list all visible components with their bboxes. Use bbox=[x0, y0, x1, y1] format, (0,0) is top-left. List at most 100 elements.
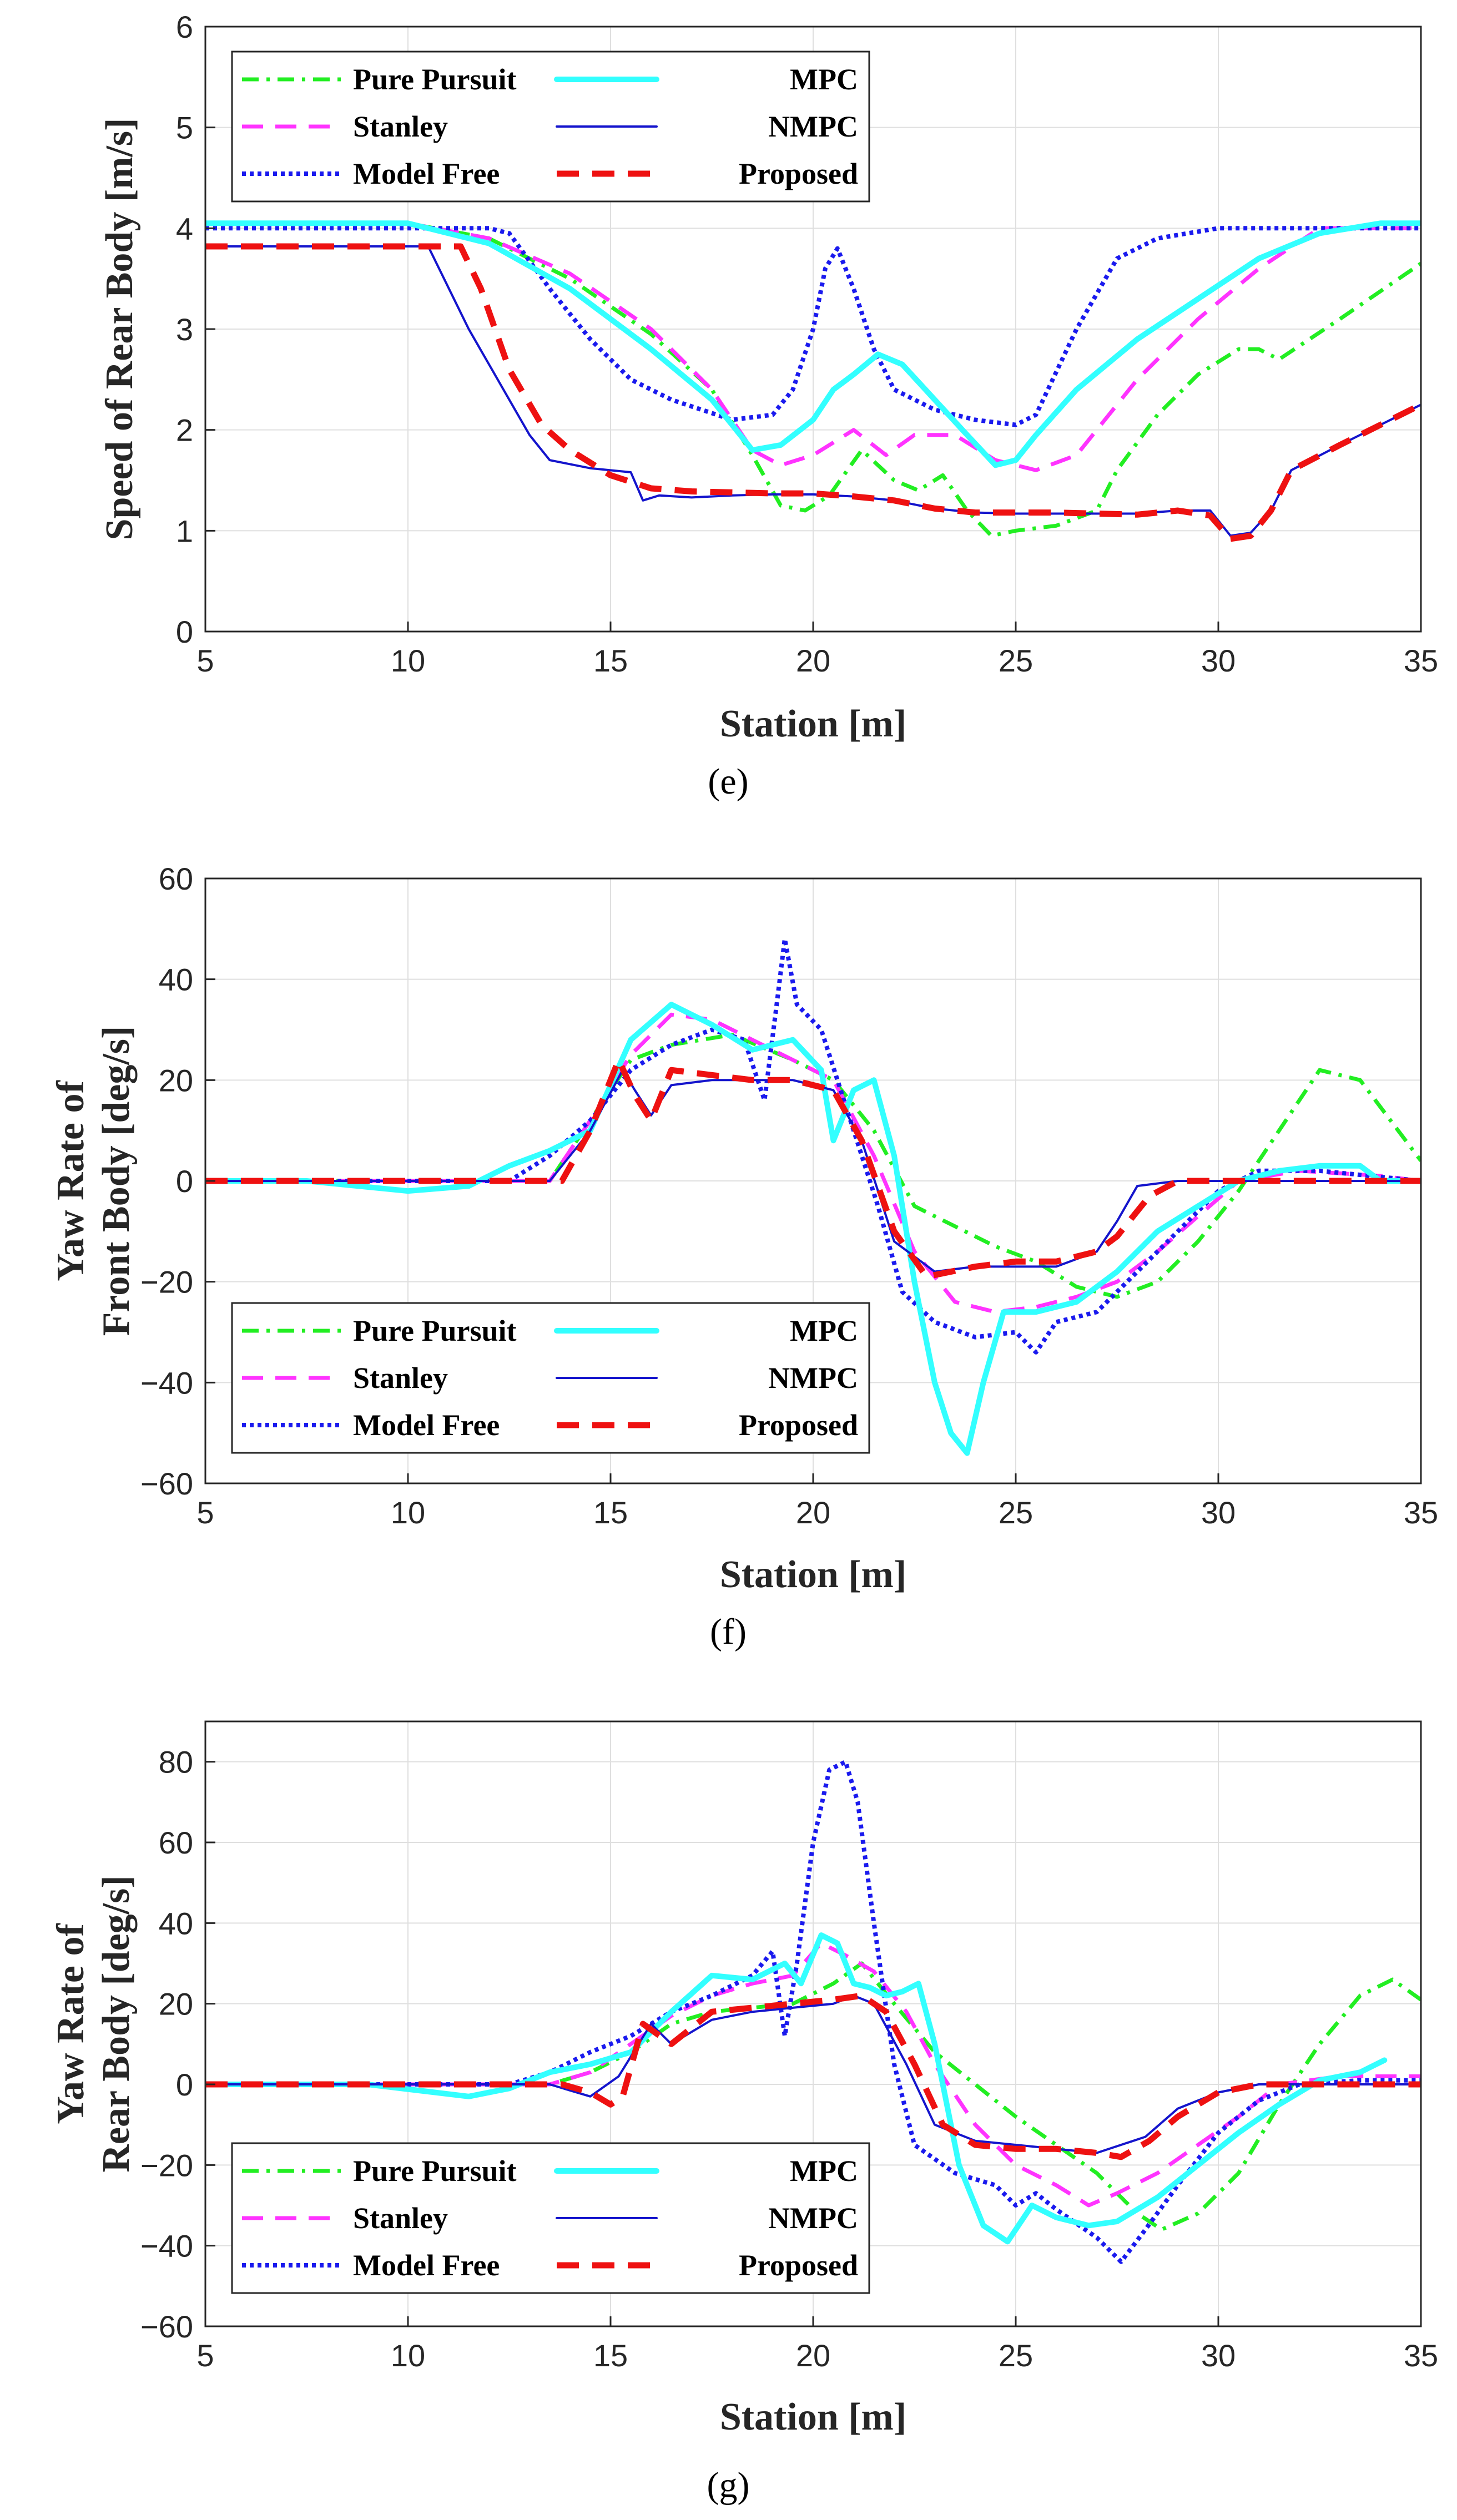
legend-label: Pure Pursuit bbox=[353, 1314, 517, 1347]
x-tick-label: 25 bbox=[999, 1495, 1033, 1530]
y-tick-label: −40 bbox=[140, 2229, 193, 2264]
panel-label-g: (g) bbox=[707, 2465, 750, 2506]
panel-label-f: (f) bbox=[710, 1612, 747, 1652]
x-tick-label: 35 bbox=[1404, 1495, 1438, 1530]
y-axis-label-f-line2: Front Body [deg/s] bbox=[95, 1026, 138, 1336]
legend-label: Proposed bbox=[739, 1408, 858, 1442]
y-tick-label: −20 bbox=[140, 1265, 193, 1300]
series-line-mpc bbox=[205, 1002, 1421, 1456]
series-lines-e bbox=[205, 220, 1421, 542]
y-tick-label: −20 bbox=[140, 2148, 193, 2183]
x-axis-label-e: Station [m] bbox=[720, 703, 906, 745]
series-lines-g bbox=[205, 1759, 1421, 2264]
x-tick-label: 5 bbox=[196, 2338, 214, 2373]
series-lines-f bbox=[205, 937, 1421, 1456]
x-tick-label: 5 bbox=[196, 1495, 214, 1530]
y-tick-label: 20 bbox=[159, 1987, 193, 2022]
x-tick-label: 10 bbox=[391, 1495, 425, 1530]
x-axis-label-g: Station [m] bbox=[720, 2396, 906, 2438]
legend-box-f bbox=[231, 1302, 870, 1454]
y-tick-label: 6 bbox=[176, 9, 193, 44]
series-line-mpc bbox=[205, 220, 1421, 468]
legend-label: Pure Pursuit bbox=[353, 63, 517, 96]
series-line-nmpc bbox=[205, 1994, 1421, 2154]
tick-labels-f: 5 10 15 20 25 30 35 −60 −40 −20 0 20 40 60 bbox=[140, 861, 1438, 1530]
series-line-model-free bbox=[205, 226, 1421, 427]
x-tick-label: 10 bbox=[391, 643, 425, 678]
legend-label: MPC bbox=[790, 1314, 858, 1347]
x-tick-label: 35 bbox=[1404, 2338, 1438, 2373]
x-tick-label: 35 bbox=[1404, 643, 1438, 678]
legend-label: Stanley bbox=[353, 110, 448, 143]
series-line-pure-pursuit bbox=[205, 221, 1421, 538]
tick-labels-g: 5 10 15 20 25 30 35 −60 −40 −20 0 20 40 60 80 bbox=[140, 1745, 1438, 2373]
y-axis-label-g-line2: Rear Body [deg/s] bbox=[95, 1875, 138, 2172]
x-tick-label: 30 bbox=[1201, 2338, 1236, 2373]
y-tick-label: 4 bbox=[176, 211, 193, 246]
legend-box-e bbox=[231, 50, 870, 203]
x-tick-label: 30 bbox=[1201, 1495, 1236, 1530]
legend-label: Stanley bbox=[353, 1361, 448, 1395]
y-tick-label: 0 bbox=[176, 614, 193, 649]
y-tick-label: 60 bbox=[159, 1825, 193, 1860]
y-tick-label: 0 bbox=[176, 2067, 193, 2102]
y-tick-label: 2 bbox=[176, 413, 193, 448]
y-tick-label: 20 bbox=[159, 1063, 193, 1098]
x-tick-label: 20 bbox=[796, 2338, 830, 2373]
y-tick-label: 40 bbox=[159, 1906, 193, 1941]
x-axis-label-f: Station [m] bbox=[720, 1553, 906, 1596]
x-tick-label: 15 bbox=[593, 643, 628, 678]
y-axis-label-f-line1: Yaw Rate of bbox=[49, 1080, 92, 1281]
series-line-model-free bbox=[205, 937, 1421, 1355]
y-tick-label: −40 bbox=[140, 1365, 193, 1400]
series-line-pure-pursuit bbox=[205, 1033, 1421, 1299]
series-line-mpc bbox=[205, 1932, 1388, 2245]
y-tick-label: 5 bbox=[176, 110, 193, 145]
y-tick-label: 40 bbox=[159, 962, 193, 997]
series-line-proposed bbox=[205, 1057, 1421, 1280]
legend-label: Model Free bbox=[353, 2249, 500, 2282]
y-axis-label-g-line1: Yaw Rate of bbox=[49, 1923, 92, 2124]
series-line-proposed bbox=[205, 1992, 1421, 2160]
tick-labels-e: 5 10 15 20 25 30 35 0 1 2 3 4 5 6 bbox=[176, 9, 1438, 678]
legend-label: Model Free bbox=[353, 1408, 500, 1442]
x-tick-label: 20 bbox=[796, 1495, 830, 1530]
y-tick-label: 1 bbox=[176, 513, 193, 548]
legend-e: Pure Pursuit Stanley Model Free MPC NMPC Prop… bbox=[231, 50, 870, 203]
x-tick-label: 15 bbox=[593, 1495, 628, 1530]
legend-label: NMPC bbox=[768, 1361, 858, 1395]
y-tick-label: −60 bbox=[140, 2309, 193, 2344]
legend-label: Proposed bbox=[739, 2249, 858, 2282]
y-tick-label: 60 bbox=[159, 861, 193, 896]
x-tick-label: 5 bbox=[196, 643, 214, 678]
legend-label: MPC bbox=[790, 2154, 858, 2188]
series-line-proposed bbox=[205, 243, 1421, 542]
legend-f: Pure Pursuit Stanley Model Free MPC NMPC Prop… bbox=[231, 1302, 870, 1454]
series-line-stanley bbox=[205, 221, 1421, 472]
x-tick-label: 25 bbox=[999, 643, 1033, 678]
x-tick-label: 15 bbox=[593, 2338, 628, 2373]
y-tick-label: 0 bbox=[176, 1164, 193, 1199]
y-tick-label: 3 bbox=[176, 312, 193, 347]
x-tick-label: 30 bbox=[1201, 643, 1236, 678]
legend-label: NMPC bbox=[768, 2201, 858, 2235]
legend-label: MPC bbox=[790, 63, 858, 96]
y-tick-label: 80 bbox=[159, 1745, 193, 1780]
chart-panel-e: 5 10 15 20 25 30 35 0 1 2 3 4 5 6 Station [m] Speed o… bbox=[98, 9, 1438, 802]
y-axis-label-e: Speed of Rear Body [m/s] bbox=[98, 118, 141, 541]
legend-g: Pure Pursuit Stanley Model Free MPC NMPC Prop… bbox=[231, 2142, 870, 2294]
legend-label: Proposed bbox=[739, 157, 858, 190]
legend-label: NMPC bbox=[768, 110, 858, 143]
legend-label: Pure Pursuit bbox=[353, 2154, 517, 2188]
panel-label-e: (e) bbox=[708, 761, 748, 802]
y-tick-label: −60 bbox=[140, 1466, 193, 1501]
x-tick-label: 10 bbox=[391, 2338, 425, 2373]
legend-box-g bbox=[231, 2142, 870, 2294]
chart-panel-f: 5 10 15 20 25 30 35 −60 −40 −20 0 20 40 60 Station [m… bbox=[49, 861, 1438, 1652]
x-tick-label: 20 bbox=[796, 643, 830, 678]
legend-label: Model Free bbox=[353, 157, 500, 190]
legend-label: Stanley bbox=[353, 2201, 448, 2235]
x-tick-label: 25 bbox=[999, 2338, 1033, 2373]
chart-panel-g: 5 10 15 20 25 30 35 −60 −40 −20 0 20 40 60 80 Station … bbox=[49, 1720, 1438, 2506]
